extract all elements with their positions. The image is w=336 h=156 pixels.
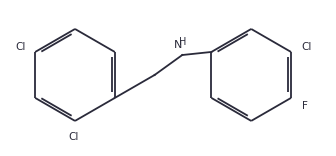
Text: F: F (302, 101, 308, 111)
Text: N: N (173, 40, 182, 50)
Text: Cl: Cl (302, 42, 312, 52)
Text: Cl: Cl (68, 132, 79, 142)
Text: H: H (178, 37, 186, 47)
Text: Cl: Cl (16, 42, 26, 52)
